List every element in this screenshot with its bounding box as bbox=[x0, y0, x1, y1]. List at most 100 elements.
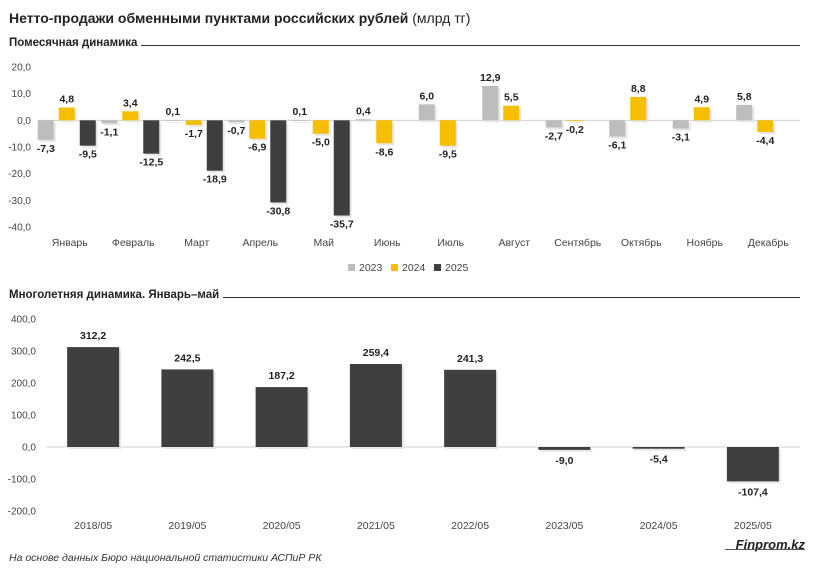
data-label: -4,4 bbox=[756, 135, 774, 147]
y-tick-label: 0,0 bbox=[22, 443, 36, 454]
data-label: -35,7 bbox=[330, 219, 354, 231]
bar bbox=[609, 120, 626, 137]
y-tick-label: 20,0 bbox=[12, 63, 32, 74]
bar-shadow bbox=[568, 122, 585, 124]
bar bbox=[164, 120, 181, 121]
x-tick-label: 2020/05 bbox=[263, 520, 301, 532]
bar bbox=[122, 111, 139, 121]
data-label: 8,8 bbox=[631, 83, 646, 95]
x-tick-label: 2024/05 bbox=[640, 520, 678, 532]
x-tick-label: 2025/05 bbox=[734, 520, 772, 532]
y-tick-label: 10,0 bbox=[12, 89, 32, 100]
x-tick-label: 2023/05 bbox=[545, 520, 583, 532]
x-tick-label: Август bbox=[498, 237, 530, 249]
bar-shadow bbox=[634, 449, 687, 451]
bar bbox=[255, 387, 308, 447]
bar-shadow bbox=[293, 122, 310, 123]
bar bbox=[249, 120, 266, 139]
data-label: -1,7 bbox=[185, 128, 203, 140]
bar bbox=[185, 120, 202, 125]
section-rule-monthly bbox=[9, 45, 800, 46]
legend-swatch bbox=[391, 264, 398, 271]
data-label: -9,5 bbox=[439, 149, 457, 161]
bar bbox=[757, 120, 774, 133]
data-label: 12,9 bbox=[480, 72, 501, 84]
data-label: -6,1 bbox=[608, 140, 626, 152]
x-tick-label: Июнь bbox=[374, 237, 401, 249]
x-tick-label: Март bbox=[184, 237, 209, 249]
y-tick-label: 400,0 bbox=[11, 315, 36, 326]
data-label: -107,4 bbox=[738, 486, 768, 498]
y-tick-label: -30,0 bbox=[8, 196, 31, 207]
bar bbox=[333, 120, 350, 216]
monthly-chart: 20,0 10,0 0,0 -10,0 -20,0 -30,0 -40,0 Январь -7,… bbox=[8, 63, 800, 274]
data-label: 0,1 bbox=[165, 106, 180, 118]
data-label: 5,5 bbox=[504, 92, 519, 104]
bar bbox=[444, 369, 497, 447]
data-label: 241,3 bbox=[457, 353, 483, 365]
data-label: 3,4 bbox=[123, 97, 138, 109]
data-label: 0,4 bbox=[356, 105, 371, 117]
bar bbox=[726, 447, 779, 482]
bar bbox=[101, 120, 118, 124]
bar-shadow bbox=[166, 122, 183, 123]
section-title-monthly: Помесячная динамика bbox=[9, 37, 142, 49]
chart-title: Нетто-продажи обменными пунктами российс… bbox=[9, 10, 470, 26]
bar bbox=[206, 120, 223, 171]
data-label: 0,1 bbox=[292, 106, 307, 118]
x-tick-label: 2019/05 bbox=[168, 520, 206, 532]
bar bbox=[538, 447, 591, 450]
bar bbox=[67, 347, 120, 447]
x-tick-label: 2021/05 bbox=[357, 520, 395, 532]
bar bbox=[736, 104, 753, 121]
x-tick-label: Октябрь bbox=[621, 237, 662, 249]
data-label: -0,7 bbox=[227, 125, 245, 137]
data-label: -9,0 bbox=[555, 455, 573, 467]
data-label: 242,5 bbox=[174, 352, 200, 364]
legend-swatch bbox=[434, 264, 441, 271]
x-tick-label: Декабрь bbox=[748, 237, 789, 249]
x-tick-label: 2022/05 bbox=[451, 520, 489, 532]
x-tick-label: Сентябрь bbox=[554, 237, 602, 249]
data-label: 4,8 bbox=[59, 94, 74, 106]
data-label: 6,0 bbox=[419, 90, 434, 102]
bar bbox=[79, 120, 96, 146]
data-label: -12,5 bbox=[139, 157, 163, 169]
bar bbox=[693, 107, 710, 121]
section-rule-multiyear bbox=[9, 297, 800, 298]
bar bbox=[672, 120, 689, 129]
y-tick-label: 0,0 bbox=[17, 116, 31, 127]
y-tick-label: -100,0 bbox=[8, 475, 37, 486]
bar-shadow bbox=[540, 449, 593, 452]
title-unit: (млрд тг) bbox=[412, 10, 471, 26]
bar-shadow bbox=[230, 122, 247, 125]
legend-label: 2024 bbox=[402, 262, 426, 274]
data-label: -6,9 bbox=[248, 142, 266, 154]
data-label: -0,2 bbox=[566, 124, 584, 136]
section-title-multiyear: Многолетняя динамика. Январь–май bbox=[9, 289, 224, 301]
y-tick-label: -20,0 bbox=[8, 169, 31, 180]
bar bbox=[312, 120, 329, 134]
bar bbox=[545, 120, 562, 128]
data-label: -5,0 bbox=[312, 137, 330, 149]
title-text: Нетто-продажи обменными пунктами российс… bbox=[9, 10, 409, 26]
brand-underline bbox=[725, 549, 805, 550]
data-label: 259,4 bbox=[363, 347, 389, 359]
data-label: -5,4 bbox=[650, 454, 668, 466]
bar bbox=[482, 85, 499, 121]
y-tick-label: 200,0 bbox=[11, 379, 36, 390]
data-label: 187,2 bbox=[268, 370, 294, 382]
y-tick-label: -10,0 bbox=[8, 143, 31, 154]
data-label: 4,9 bbox=[694, 93, 709, 105]
data-label: -8,6 bbox=[375, 146, 393, 158]
bar bbox=[270, 120, 287, 203]
data-label: -2,7 bbox=[545, 131, 563, 143]
brand-logo: Finprom.kz bbox=[735, 537, 805, 552]
x-tick-label: Январь bbox=[52, 237, 89, 249]
legend-label: 2023 bbox=[359, 262, 383, 274]
data-label: -7,3 bbox=[37, 143, 55, 155]
x-tick-label: 2018/05 bbox=[74, 520, 112, 532]
x-tick-label: Февраль bbox=[112, 237, 155, 249]
x-tick-label: Апрель bbox=[242, 237, 278, 249]
bar bbox=[58, 107, 75, 121]
